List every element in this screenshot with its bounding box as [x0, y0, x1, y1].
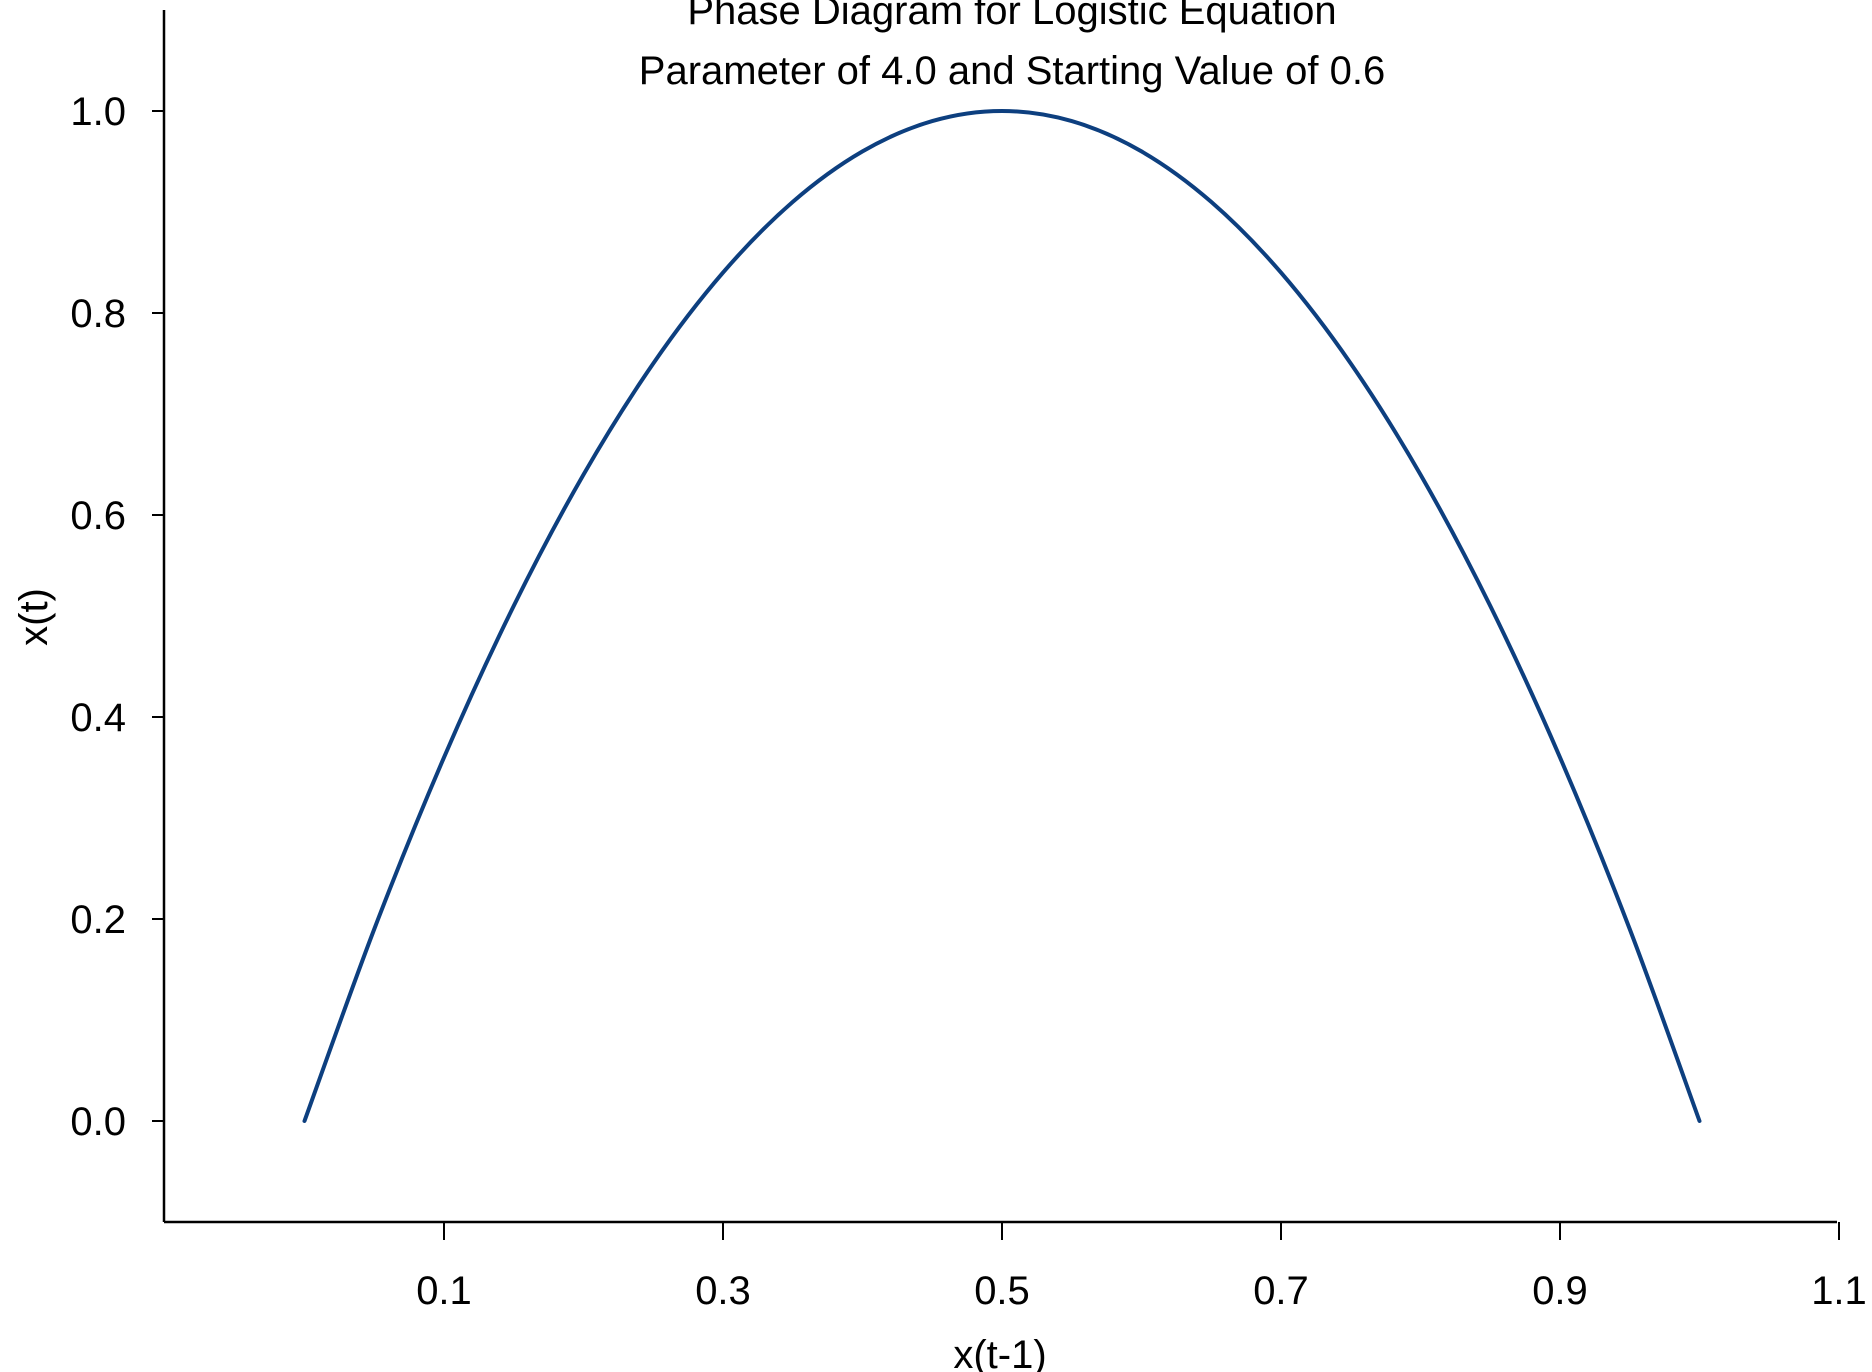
y-tick-label: 0.2 — [70, 898, 126, 942]
x-ticks: 0.1 0.3 0.5 0.7 0.9 1.1 — [416, 1222, 1867, 1313]
x-tick-label: 0.1 — [416, 1269, 472, 1313]
x-tick-label: 1.1 — [1811, 1269, 1867, 1313]
y-ticks: 0.0 0.2 0.4 0.6 0.8 1.0 — [70, 90, 164, 1144]
chart-subtitle: Parameter of 4.0 and Starting Value of 0… — [639, 49, 1385, 93]
series-group — [302, 109, 1702, 1123]
x-axis-label: x(t-1) — [953, 1333, 1046, 1372]
y-tick-label: 0.4 — [70, 696, 126, 740]
series-line — [302, 109, 1702, 1123]
chart-title: Phase Diagram for Logistic Equation — [687, 0, 1336, 33]
y-tick-label: 0.6 — [70, 494, 126, 538]
x-tick-label: 0.9 — [1532, 1269, 1588, 1313]
x-tick-label: 0.5 — [974, 1269, 1030, 1313]
x-tick-label: 0.3 — [695, 1269, 751, 1313]
y-tick-label: 0.0 — [70, 1100, 126, 1144]
y-axis-label: x(t) — [12, 588, 56, 646]
axes — [162, 10, 1837, 1224]
y-tick-label: 0.8 — [70, 292, 126, 336]
x-tick-label: 0.7 — [1253, 1269, 1309, 1313]
y-tick-label: 1.0 — [70, 90, 126, 134]
